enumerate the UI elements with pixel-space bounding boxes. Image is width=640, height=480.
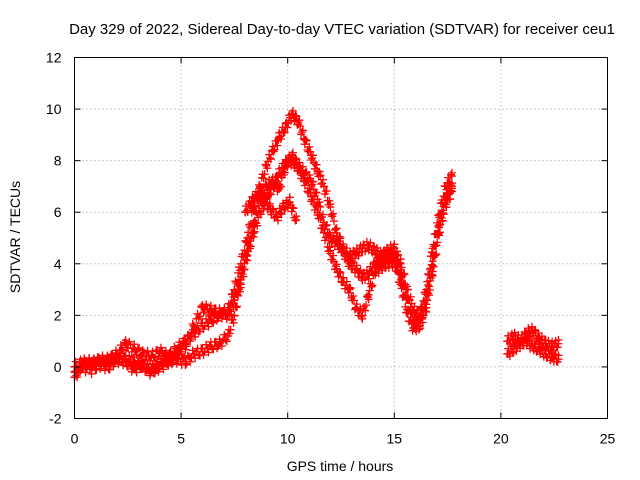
x-tick-labels: 0 5 10 15 20 25: [71, 431, 616, 447]
series-band-e: [503, 322, 563, 355]
series-band-b: [70, 106, 456, 378]
x-tick-label: 10: [280, 431, 296, 447]
chart-title: Day 329 of 2022, Sidereal Day-to-day VTE…: [69, 21, 615, 38]
series-band-f: [503, 334, 563, 366]
marker-cloud: [503, 322, 563, 355]
y-tick-labels: -2 0 2 4 6 8 10 12: [46, 50, 62, 427]
y-tick-label: 8: [54, 153, 62, 169]
axis-ticks: [74, 57, 608, 419]
marker-cloud: [241, 187, 301, 225]
plot-frame: [74, 57, 608, 419]
marker-cloud: [70, 106, 456, 378]
y-tick-label: -2: [49, 411, 62, 427]
x-tick-label: 15: [387, 431, 403, 447]
x-tick-label: 0: [71, 431, 79, 447]
y-tick-label: 10: [46, 101, 62, 117]
marker-cloud: [503, 334, 563, 366]
y-tick-label: 12: [46, 50, 62, 66]
y-tick-label: 4: [54, 256, 62, 272]
x-axis-label: GPS time / hours: [287, 458, 394, 474]
y-axis-label: SDTVAR / TECUs: [7, 181, 23, 293]
x-tick-label: 5: [177, 431, 185, 447]
data-markers: [70, 106, 563, 382]
x-tick-label: 20: [493, 431, 509, 447]
y-tick-label: 2: [54, 307, 62, 323]
x-tick-label: 25: [600, 431, 616, 447]
y-tick-label: 6: [54, 204, 62, 220]
series-band-d: [241, 187, 301, 225]
y-tick-label: 0: [54, 359, 62, 375]
